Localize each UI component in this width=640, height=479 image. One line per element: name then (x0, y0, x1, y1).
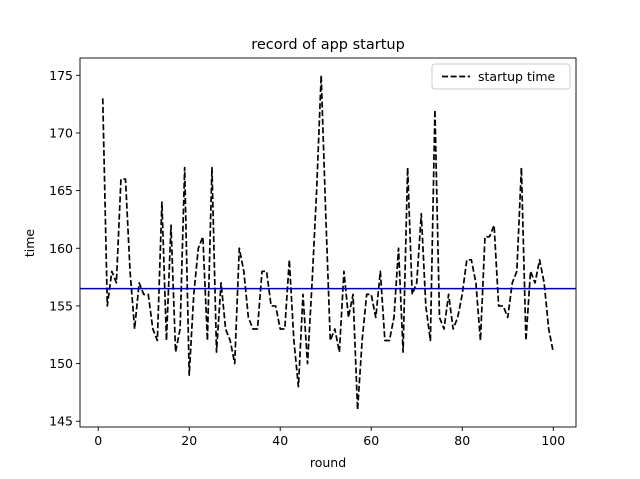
y-tick-label: 175 (49, 68, 73, 83)
y-tick-label: 160 (49, 241, 73, 256)
y-tick-label: 150 (49, 356, 73, 371)
x-tick-label: 40 (272, 433, 288, 448)
y-tick-label: 165 (49, 183, 73, 198)
legend: startup time (431, 63, 571, 90)
legend-box (431, 63, 571, 90)
y-tick-label: 170 (49, 125, 73, 140)
x-axis: 0 20 40 60 80 100 (94, 427, 565, 448)
x-tick-label: 80 (454, 433, 470, 448)
x-tick-label: 60 (363, 433, 379, 448)
chart-title: record of app startup (251, 37, 405, 53)
plot-area (79, 57, 577, 428)
plot-frame (79, 57, 577, 428)
series-line-0 (101, 74, 555, 411)
x-tick-label: 100 (541, 433, 565, 448)
y-axis-label: time (22, 229, 37, 258)
x-tick-label: 20 (181, 433, 197, 448)
y-tick-label: 155 (49, 298, 73, 313)
y-axis: 145 150 155 160 165 170 175 (49, 68, 80, 429)
y-tick-label: 145 (49, 414, 73, 429)
legend-label: startup time (478, 69, 555, 84)
x-axis-label: round (310, 455, 346, 470)
x-tick-label: 0 (94, 433, 102, 448)
